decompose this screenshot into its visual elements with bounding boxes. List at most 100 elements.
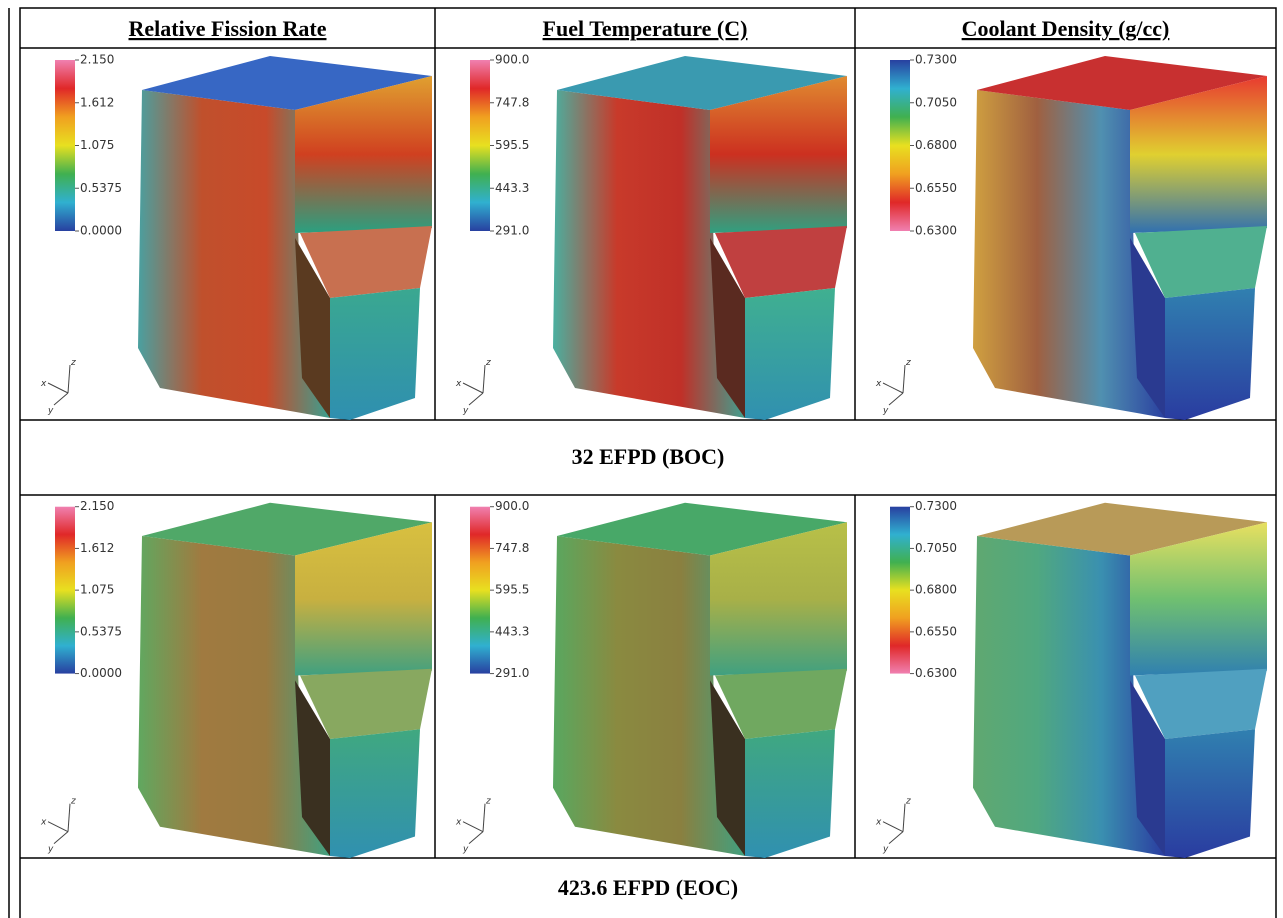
axis-label: y bbox=[882, 845, 889, 855]
row-caption: 32 EFPD (BOC) bbox=[572, 444, 725, 469]
colorbar-label: 443.3 bbox=[495, 181, 529, 195]
core-section-face bbox=[295, 680, 330, 856]
core-top-face bbox=[557, 56, 847, 110]
axis-label: x bbox=[40, 818, 47, 828]
colorbar-label: 443.3 bbox=[495, 624, 529, 638]
colorbar bbox=[890, 60, 910, 231]
axis-label: z bbox=[485, 797, 491, 807]
core-section-face bbox=[1130, 238, 1165, 418]
core-inner-top bbox=[715, 226, 847, 298]
axis-label: x bbox=[875, 818, 882, 828]
core-right-face bbox=[1165, 729, 1255, 858]
colorbar-label: 1.612 bbox=[80, 95, 114, 109]
colorbar-label: 2.150 bbox=[80, 499, 114, 513]
core-section-face bbox=[710, 680, 745, 856]
colorbar-label: 0.6550 bbox=[915, 181, 957, 195]
colorbar-label: 0.6300 bbox=[915, 224, 957, 238]
core-left-face bbox=[553, 536, 745, 856]
axis-label: z bbox=[70, 358, 76, 368]
core-inner-top bbox=[1135, 226, 1267, 298]
colorbar-label: 0.7300 bbox=[915, 499, 957, 513]
colorbar bbox=[55, 60, 75, 231]
row-caption: 423.6 EFPD (EOC) bbox=[558, 875, 738, 900]
axis-label: z bbox=[485, 358, 491, 368]
axis-triad bbox=[462, 821, 484, 833]
core-section-face bbox=[1130, 680, 1165, 856]
column-header: Coolant Density (g/cc) bbox=[962, 16, 1170, 41]
colorbar-label: 1.075 bbox=[80, 138, 114, 152]
core-cut-face bbox=[710, 522, 847, 676]
core-right-face bbox=[1165, 288, 1255, 420]
core-section-face bbox=[295, 238, 330, 418]
axis-label: z bbox=[905, 358, 911, 368]
axis-label: y bbox=[882, 406, 889, 416]
axis-triad bbox=[53, 392, 69, 406]
colorbar-label: 1.612 bbox=[80, 541, 114, 555]
core-left-face bbox=[138, 90, 330, 418]
axis-triad bbox=[902, 803, 906, 832]
core-cut-face bbox=[295, 522, 432, 676]
core-inner-top bbox=[1135, 668, 1267, 739]
core-section-face bbox=[710, 238, 745, 418]
colorbar-label: 0.5375 bbox=[80, 181, 122, 195]
axis-label: z bbox=[905, 797, 911, 807]
core-top-face bbox=[977, 502, 1267, 556]
core-cut-face bbox=[295, 76, 432, 233]
core-top-face bbox=[142, 56, 432, 110]
axis-triad bbox=[882, 382, 904, 394]
core-left-face bbox=[553, 90, 745, 418]
colorbar-label: 747.8 bbox=[495, 95, 529, 109]
axis-label: y bbox=[47, 845, 54, 855]
colorbar-label: 0.0000 bbox=[80, 666, 122, 680]
axis-label: x bbox=[455, 379, 462, 389]
colorbar-label: 0.6800 bbox=[915, 138, 957, 152]
axis-label: y bbox=[47, 406, 54, 416]
core-left-face bbox=[973, 90, 1165, 418]
axis-label: x bbox=[40, 379, 47, 389]
colorbar-label: 0.6800 bbox=[915, 583, 957, 597]
column-header: Relative Fission Rate bbox=[129, 16, 327, 41]
core-cut-face bbox=[1130, 76, 1267, 233]
core-inner-top bbox=[300, 668, 432, 739]
colorbar bbox=[890, 506, 910, 674]
column-header: Fuel Temperature (C) bbox=[543, 16, 748, 41]
colorbar-label: 291.0 bbox=[495, 224, 529, 238]
axis-triad bbox=[67, 803, 71, 832]
axis-triad bbox=[902, 364, 906, 394]
colorbar bbox=[470, 506, 490, 674]
axis-triad bbox=[53, 831, 69, 845]
axis-triad bbox=[67, 364, 71, 394]
axis-label: x bbox=[455, 818, 462, 828]
core-right-face bbox=[745, 729, 835, 858]
table-frame bbox=[19, 7, 1277, 918]
colorbar-label: 0.7050 bbox=[915, 95, 957, 109]
axis-triad bbox=[482, 803, 486, 832]
core-right-face bbox=[330, 288, 420, 420]
axis-triad bbox=[468, 831, 484, 845]
colorbar-label: 0.6300 bbox=[915, 666, 957, 680]
colorbar-label: 900.0 bbox=[495, 53, 529, 67]
colorbar-label: 0.7050 bbox=[915, 541, 957, 555]
axis-triad bbox=[882, 821, 904, 833]
colorbar bbox=[55, 506, 75, 674]
colorbar-label: 1.075 bbox=[80, 583, 114, 597]
core-inner-top bbox=[715, 668, 847, 739]
axis-label: z bbox=[70, 797, 76, 807]
axis-triad bbox=[47, 821, 69, 833]
colorbar-label: 0.0000 bbox=[80, 224, 122, 238]
axis-label: y bbox=[462, 845, 469, 855]
core-inner-top bbox=[300, 226, 432, 298]
colorbar-label: 0.6550 bbox=[915, 624, 957, 638]
colorbar-label: 595.5 bbox=[495, 138, 529, 152]
colorbar bbox=[470, 60, 490, 231]
core-cut-face bbox=[710, 76, 847, 233]
core-right-face bbox=[745, 288, 835, 420]
core-top-face bbox=[142, 502, 432, 556]
axis-triad bbox=[468, 392, 484, 406]
colorbar-label: 291.0 bbox=[495, 666, 529, 680]
core-top-face bbox=[977, 56, 1267, 110]
axis-triad bbox=[462, 382, 484, 394]
axis-triad bbox=[888, 392, 904, 406]
core-top-face bbox=[557, 502, 847, 556]
core-left-face bbox=[973, 536, 1165, 856]
